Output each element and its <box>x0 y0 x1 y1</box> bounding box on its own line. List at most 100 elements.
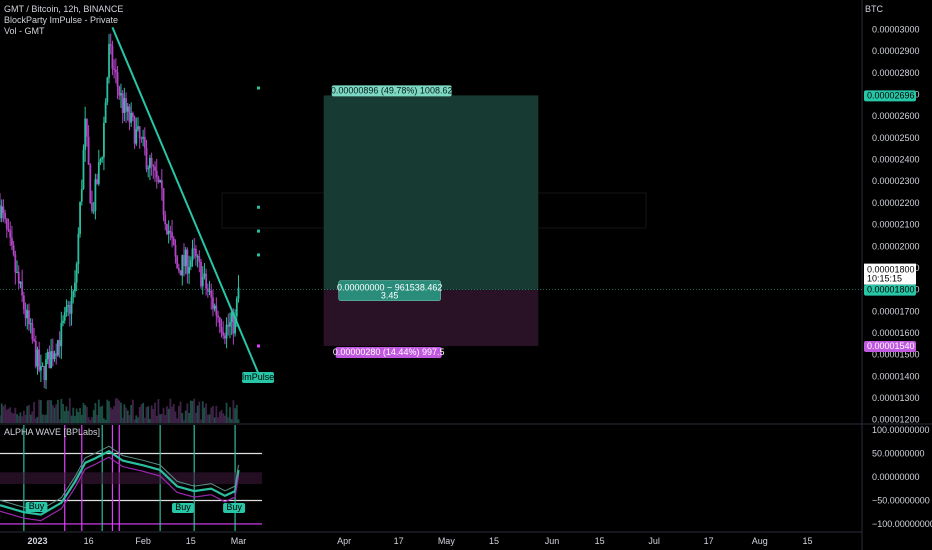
candle-countdown: 10:15:15 <box>867 274 902 284</box>
volume-bar <box>154 402 156 423</box>
price-tick-label: 0.00001700 <box>872 306 920 316</box>
volume-bar <box>137 417 139 423</box>
volume-bar <box>9 407 12 423</box>
alpha-wave-smooth <box>0 445 239 511</box>
volume-bar <box>87 417 90 423</box>
candle-body <box>7 229 10 231</box>
candle-body <box>34 340 37 367</box>
candle-body <box>150 157 153 166</box>
candle-body <box>14 254 17 273</box>
stop-price-tag-bg <box>864 340 916 352</box>
candle-body <box>147 168 150 170</box>
drawings[interactable] <box>111 26 264 384</box>
volume-bar <box>63 411 66 423</box>
volume-bar <box>162 407 165 423</box>
volume-bars <box>0 398 240 423</box>
signal-dot <box>257 205 260 209</box>
volume-bar <box>186 403 189 423</box>
volume-bar <box>179 401 182 423</box>
volume-bar <box>75 408 78 423</box>
candle-body <box>189 260 192 267</box>
volume-bar <box>123 404 126 423</box>
osc-tick-label: 50.00000000 <box>872 449 925 459</box>
volume-bar <box>172 404 175 423</box>
volume-bar <box>80 414 83 423</box>
candle-body <box>123 98 126 113</box>
volume-bar <box>19 412 22 423</box>
candle-body <box>60 322 63 347</box>
symbol-title[interactable]: GMT / Bitcoin, 12h, BINANCE <box>4 4 124 14</box>
volume-bar <box>11 412 13 423</box>
volume-bar <box>135 415 138 423</box>
profit-zone <box>323 95 539 290</box>
candle-body <box>29 323 32 325</box>
candle-body <box>74 282 76 292</box>
volume-bar <box>12 413 15 423</box>
volume-bar <box>28 404 30 423</box>
volume-indicator-name[interactable]: Vol - GMT <box>4 26 45 36</box>
candle-body <box>181 255 184 276</box>
buy-label-bg <box>25 502 48 512</box>
volume-bar <box>193 398 196 423</box>
volume-bar <box>208 414 211 423</box>
candle-body <box>217 315 219 318</box>
candle-body <box>188 266 190 274</box>
volume-bar <box>159 414 162 423</box>
candle-body <box>21 281 24 296</box>
volume-bar <box>212 406 214 423</box>
volume-bar <box>2 406 5 423</box>
candle-body <box>9 230 12 238</box>
labels: 0.00000896 (49.78%) 1008.62 0.00000000 ~ … <box>25 85 916 513</box>
volume-bar <box>26 406 29 423</box>
candle-body <box>19 281 22 284</box>
volume-bar <box>55 404 58 423</box>
price-tick-label: 0.00002300 <box>872 176 920 186</box>
volume-bar <box>167 408 170 423</box>
osc-tick-label: 100.00000000 <box>872 425 930 435</box>
long-position-tool[interactable] <box>0 95 862 346</box>
volume-bar <box>206 414 209 423</box>
volume-bar <box>195 412 197 423</box>
volume-bar <box>138 406 141 423</box>
candle-body <box>46 351 49 360</box>
volume-bar <box>217 417 219 423</box>
current-tag-text: 0.00001800 <box>867 285 915 295</box>
time-tick-label: 15 <box>802 536 812 546</box>
candle-body <box>85 118 88 137</box>
buy-label: Buy <box>25 501 48 512</box>
candle-body <box>31 323 34 340</box>
volume-bar <box>21 416 24 423</box>
target-label-bg <box>331 85 452 97</box>
volume-bar <box>210 407 213 423</box>
candle-body <box>11 237 13 246</box>
volume-bar <box>169 398 172 423</box>
alpha-wave-oscillator <box>0 425 262 531</box>
volume-bar <box>72 407 75 423</box>
oscillator-title[interactable]: ALPHA WAVE [BPLabs] <box>4 427 101 437</box>
alpha-wave-line <box>0 449 240 516</box>
candle-body <box>16 271 18 273</box>
candle-body <box>142 136 144 139</box>
candle-body <box>101 157 104 160</box>
candle-body <box>159 180 162 183</box>
candle-body <box>140 138 143 140</box>
volume-bar <box>97 399 100 423</box>
entry-label-line2: 3.45 <box>381 291 399 301</box>
volume-bar <box>200 419 202 423</box>
buy-label-text: Buy <box>29 501 45 511</box>
candle-body <box>162 188 165 216</box>
volume-bar <box>60 399 63 423</box>
volume-bar <box>130 404 133 423</box>
candle-body <box>234 316 236 334</box>
candle-body <box>79 201 81 234</box>
volume-bar <box>201 401 204 423</box>
time-tick-label: 17 <box>394 536 404 546</box>
indicator-name[interactable]: BlockParty ImPulse - Private <box>4 15 119 25</box>
candle-body <box>97 162 100 184</box>
candle-body <box>92 210 95 212</box>
volume-bar <box>126 410 129 423</box>
time-tick-label: 15 <box>186 536 196 546</box>
buy-label-bg <box>171 503 194 513</box>
